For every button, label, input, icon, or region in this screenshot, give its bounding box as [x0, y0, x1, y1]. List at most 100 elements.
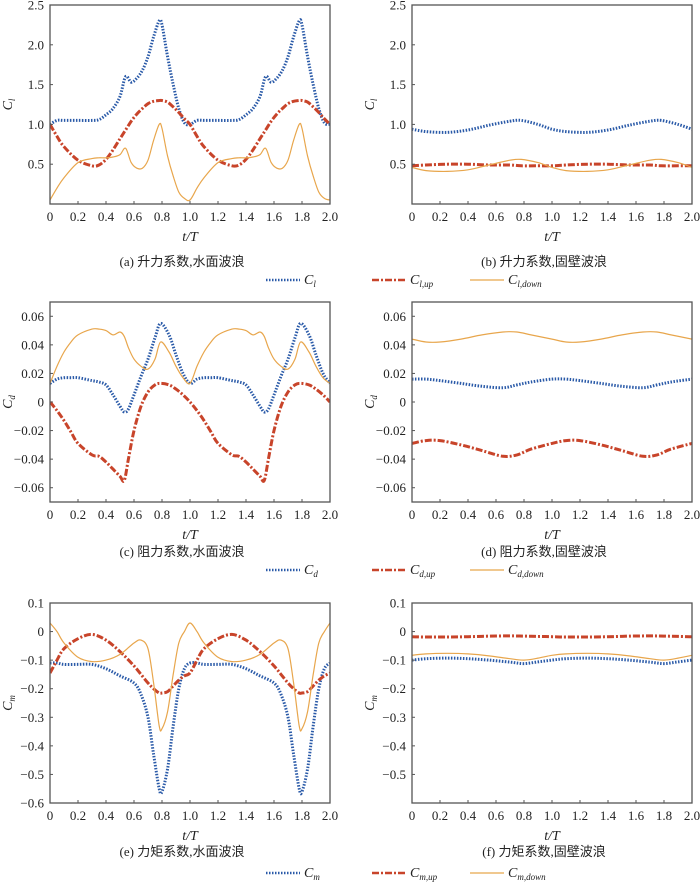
legend-label-sub: d: [313, 569, 318, 579]
x-tick-label: 2.0: [322, 808, 338, 823]
legend-label-sub: m,down: [517, 872, 546, 882]
x-tick-label: 1.8: [294, 808, 310, 823]
x-tick-label: 0.4: [98, 808, 115, 823]
x-tick-label: 0.4: [98, 209, 115, 224]
plot-frame: [411, 602, 693, 804]
series-line-c-m-down: [50, 622, 330, 732]
x-tick-label: 0.6: [126, 507, 143, 522]
y-axis-label-sub: l: [369, 98, 379, 101]
legend-row-0: Cl Cl,up Cl,down: [266, 273, 542, 289]
y-axis-label-sub: l: [7, 98, 17, 101]
panel-e: 0 0.2 0.4 0.6 0.8 1.0 1.2 1.4 1.6 1.8 2.0 −0.6 −0.5 −…: [1, 596, 338, 860]
x-tick-label: 1.4: [238, 808, 255, 823]
y-axis-label-sub: m: [369, 695, 379, 702]
series-line-c-l-down: [50, 122, 330, 202]
series-line-c-d: [50, 321, 330, 414]
y-tick-label: −0.2: [382, 681, 406, 696]
series-line-c-d-up: [412, 438, 692, 459]
legend-label-sub: m,up: [419, 872, 437, 882]
legend-label: Cm: [304, 866, 320, 882]
x-tick-label: 1.8: [656, 507, 672, 522]
series-line-c-l-up: [412, 162, 692, 168]
y-tick-label: 0.02: [383, 366, 406, 381]
y-tick-label: 0.06: [383, 309, 406, 324]
plot-frame: [49, 301, 331, 503]
legend-label: Cd,up: [410, 563, 436, 579]
y-axis-label-base: C: [363, 399, 378, 409]
panel-f: 0 0.2 0.4 0.6 0.8 1.0 1.2 1.4 1.6 1.8 2.0 −0.5 −0.4 −…: [363, 596, 700, 860]
x-tick-label: 2.0: [322, 209, 338, 224]
y-tick-label: 2.5: [28, 0, 44, 13]
x-tick-label: 1.8: [294, 507, 310, 522]
x-tick-label: 1.8: [656, 209, 672, 224]
x-tick-label: 0.6: [126, 808, 143, 823]
legend-row-1: Cd Cd,up Cd,down: [266, 563, 544, 579]
x-tick-label: 0.2: [70, 507, 86, 522]
x-tick-label: 1.2: [572, 209, 588, 224]
series-line-c-d: [412, 377, 692, 390]
series-group: [412, 118, 692, 173]
series-line-c-m-up: [50, 632, 330, 695]
x-tick-label: 0: [409, 808, 416, 823]
x-axis-label: t/T: [544, 829, 561, 844]
y-tick-label: 2.0: [390, 37, 406, 52]
legend-label: Cl,up: [410, 273, 434, 289]
legend-label-base: C: [508, 866, 518, 881]
x-tick-label: 0.2: [70, 808, 86, 823]
y-tick-label: −0.06: [14, 480, 45, 495]
x-tick-label: 0: [409, 507, 416, 522]
panel-caption: (a) 升力系数,水面波浪: [120, 254, 245, 269]
y-tick-label: −0.6: [20, 796, 44, 811]
y-tick-label: 0: [38, 624, 45, 639]
panel-d: 0 0.2 0.4 0.6 0.8 1.0 1.2 1.4 1.6 1.8 2.0 −0.06 −0.0…: [363, 301, 700, 559]
y-tick-label: 0.1: [28, 596, 44, 611]
x-tick-label: 0.8: [154, 209, 170, 224]
legend-label-sub: l: [313, 279, 316, 289]
x-tick-label: 0: [47, 808, 54, 823]
x-tick-label: 0.8: [516, 507, 532, 522]
x-tick-label: 1.2: [210, 808, 226, 823]
x-tick-label: 2.0: [684, 808, 700, 823]
y-tick-label: −0.4: [382, 738, 406, 753]
y-tick-label: 0.5: [390, 157, 406, 172]
x-tick-label: 1.0: [182, 507, 198, 522]
x-axis-label: t/T: [544, 528, 561, 543]
y-axis-label-base: C: [363, 701, 378, 711]
x-tick-label: 1.4: [600, 209, 617, 224]
x-tick-label: 0.6: [126, 209, 143, 224]
series-group: [50, 622, 330, 796]
x-tick-label: 0.6: [488, 808, 505, 823]
x-tick-label: 2.0: [684, 209, 700, 224]
y-tick-label: 0.02: [21, 366, 44, 381]
x-tick-label: 1.6: [628, 507, 645, 522]
y-axis-label: Cm: [1, 695, 17, 711]
x-tick-label: 1.6: [628, 808, 645, 823]
series-group: [50, 321, 330, 483]
x-tick-label: 0: [47, 507, 54, 522]
x-tick-label: 0.8: [516, 808, 532, 823]
y-tick-label: −0.1: [20, 653, 44, 668]
x-tick-label: 1.6: [266, 507, 283, 522]
y-tick-label: −0.04: [376, 452, 407, 467]
legend-label-sub: m: [313, 872, 320, 882]
y-tick-label: 0: [400, 395, 407, 410]
x-tick-label: 0.8: [154, 808, 170, 823]
x-tick-label: 1.2: [210, 209, 226, 224]
legend-label-base: C: [410, 563, 420, 578]
x-tick-label: 0.2: [70, 209, 86, 224]
panel-caption: (c) 阻力系数,水面波浪: [120, 544, 245, 559]
y-tick-label: −0.4: [20, 738, 44, 753]
y-tick-label: −0.3: [20, 710, 44, 725]
legend-label-base: C: [410, 273, 420, 288]
legend-label-base: C: [304, 563, 314, 578]
y-tick-label: 0.06: [21, 309, 44, 324]
plot-frame: [49, 4, 331, 205]
x-axis-label: t/T: [182, 230, 199, 245]
y-tick-label: 0.5: [28, 157, 44, 172]
legend-label-base: C: [508, 273, 518, 288]
panel-caption: (b) 升力系数,固壁波浪: [481, 254, 607, 269]
x-tick-label: 1.6: [628, 209, 645, 224]
y-axis-label: Cd: [1, 395, 17, 409]
x-tick-label: 1.8: [656, 808, 672, 823]
